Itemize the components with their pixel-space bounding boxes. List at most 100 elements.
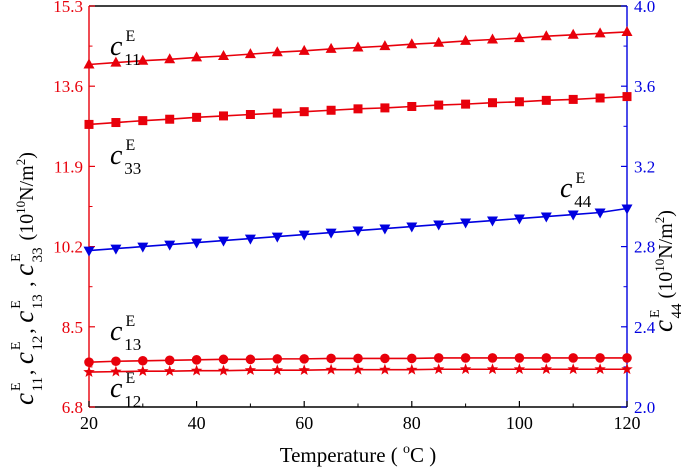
marker-triangle-down <box>460 218 472 229</box>
left-title-sub: 33 <box>30 247 46 262</box>
plot-frame <box>89 5 627 408</box>
marker-square <box>568 94 578 104</box>
marker-square <box>272 108 282 118</box>
marker-triangle-up <box>487 33 498 44</box>
marker-circle <box>541 353 552 363</box>
left-title-separator: , <box>13 323 38 334</box>
left-title-sup: E <box>9 253 24 262</box>
marker-triangle-up <box>460 34 472 45</box>
curve-label-symbol: c <box>110 373 123 404</box>
marker-triangle-down <box>110 244 122 255</box>
marker-circle <box>299 354 310 364</box>
x-title-main: Temperature ( <box>280 443 403 467</box>
right-title-unit-mid: N/m <box>655 223 677 259</box>
marker-triangle-up <box>352 41 364 52</box>
left-y-axis: 6.8 8.5 10.2 11.9 13.6 15.3 <box>53 0 95 417</box>
marker-star <box>83 366 95 377</box>
left-axis-title-group: cE 11 , cE 12 , cE 13 , cE 33 (1010N/m2) <box>9 152 46 405</box>
marker-triangle-up <box>164 53 176 64</box>
marker-square <box>84 119 94 129</box>
marker-triangle-up <box>621 25 633 36</box>
marker-circle <box>622 353 632 363</box>
marker-star <box>379 363 391 375</box>
marker-triangle-up <box>218 50 229 61</box>
marker-triangle-down <box>191 238 203 249</box>
marker-square <box>488 98 497 108</box>
marker-circle <box>407 353 417 364</box>
marker-circle <box>326 353 336 364</box>
marker-triangle-up <box>406 38 418 49</box>
marker-star <box>594 363 606 375</box>
marker-triangle-down <box>325 228 337 239</box>
curve-label-subscript: 13 <box>124 335 141 354</box>
right-tick-label: 2.8 <box>634 238 655 257</box>
left-tick-label: 11.9 <box>54 157 83 176</box>
left-title-sup: E <box>9 382 24 391</box>
marker-circle <box>487 353 498 363</box>
marker-circle <box>138 355 148 366</box>
marker-triangle-down <box>352 226 364 237</box>
marker-square <box>514 97 524 107</box>
marker-star <box>406 363 418 375</box>
x-tick-label: 100 <box>506 413 533 433</box>
curve-label-symbol: c <box>110 140 123 171</box>
marker-triangle-down <box>379 224 391 235</box>
marker-triangle-up <box>567 28 579 39</box>
curve-label-subscript: 33 <box>124 159 141 178</box>
marker-square <box>219 111 228 121</box>
marker-square <box>353 104 363 114</box>
series-c44E <box>83 204 633 257</box>
marker-circle <box>514 353 525 363</box>
left-title-sub: 12 <box>30 336 46 351</box>
right-title-unit: (10 <box>655 272 677 304</box>
marker-triangle-up <box>513 32 525 43</box>
left-tick-label: 13.6 <box>53 77 83 96</box>
curve-label-symbol: c <box>560 173 573 204</box>
curve-label-c12E: c E 12 <box>110 370 141 411</box>
x-tick-label: 120 <box>614 413 641 433</box>
marker-star <box>621 363 633 375</box>
marker-square <box>245 110 255 120</box>
x-axis: 20 40 60 80 100 120 <box>80 401 641 433</box>
marker-circle <box>191 355 202 365</box>
marker-triangle-up <box>594 27 606 38</box>
left-title-sup: E <box>9 300 24 309</box>
marker-triangle-down <box>244 234 256 245</box>
left-title-sub: 11 <box>30 377 46 391</box>
marker-square <box>434 100 444 110</box>
marker-circle <box>380 353 390 364</box>
left-title-unit-sup2: 2 <box>13 159 28 166</box>
left-title-symbol: c <box>9 352 39 364</box>
marker-triangle-up <box>110 56 122 67</box>
right-tick-label: 4.0 <box>634 0 655 16</box>
marker-square <box>622 92 632 102</box>
marker-square <box>111 118 121 128</box>
curve-label-symbol: c <box>110 316 123 347</box>
marker-circle <box>245 354 256 365</box>
left-title-unit-end: ) <box>16 152 38 159</box>
marker-square <box>541 95 551 105</box>
marker-triangle-up <box>298 44 310 55</box>
left-tick-label: 8.5 <box>62 318 83 337</box>
marker-circle <box>272 354 283 364</box>
marker-star <box>352 363 364 375</box>
curve-label-superscript: E <box>125 137 135 154</box>
marker-circle <box>84 357 94 367</box>
curve-label-subscript: 12 <box>124 392 141 411</box>
marker-star <box>271 364 284 376</box>
x-title-tail: C ) <box>410 443 436 467</box>
left-title-unit-sup: 10 <box>13 201 28 214</box>
right-tick-label: 3.2 <box>634 157 655 176</box>
marker-circle <box>460 353 471 363</box>
marker-square <box>299 107 309 117</box>
marker-star <box>110 365 122 377</box>
marker-triangle-down <box>433 220 445 231</box>
marker-square <box>138 116 148 126</box>
right-tick-label: 3.6 <box>634 77 655 96</box>
marker-square <box>461 99 471 109</box>
marker-triangle-up <box>244 48 256 59</box>
marker-triangle-up <box>137 54 149 65</box>
marker-circle <box>568 353 578 363</box>
marker-triangle-down <box>83 246 95 257</box>
